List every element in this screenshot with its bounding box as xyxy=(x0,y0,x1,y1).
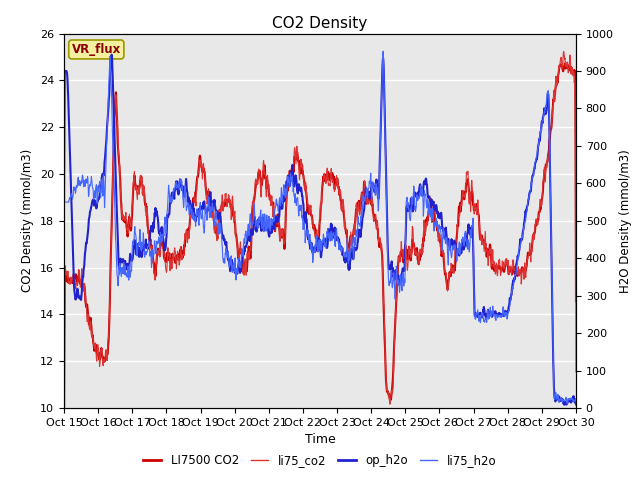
li75_h2o xyxy=(563,401,571,407)
op_h2o xyxy=(60,203,68,209)
Line: li75_co2: li75_co2 xyxy=(64,51,576,470)
li75_h2o xyxy=(511,273,519,278)
li75_h2o xyxy=(380,48,387,54)
LI7500 CO2 xyxy=(174,252,182,258)
op_h2o xyxy=(232,269,239,275)
op_h2o xyxy=(561,402,568,408)
op_h2o xyxy=(399,268,407,274)
op_h2o xyxy=(467,232,474,238)
li75_h2o xyxy=(161,220,169,226)
LI7500 CO2 xyxy=(561,60,569,66)
Legend: LI7500 CO2, li75_co2, op_h2o, li75_h2o: LI7500 CO2, li75_co2, op_h2o, li75_h2o xyxy=(139,449,501,472)
Line: op_h2o: op_h2o xyxy=(64,55,576,405)
LI7500 CO2 xyxy=(572,299,580,304)
Text: VR_flux: VR_flux xyxy=(72,43,121,56)
Title: CO2 Density: CO2 Density xyxy=(273,16,367,31)
li75_co2 xyxy=(174,253,182,259)
Line: LI7500 CO2: LI7500 CO2 xyxy=(64,63,576,421)
op_h2o xyxy=(511,269,519,275)
li75_co2 xyxy=(399,255,407,261)
Y-axis label: H2O Density (mmol/m3): H2O Density (mmol/m3) xyxy=(620,149,632,293)
Y-axis label: CO2 Density (mmol/m3): CO2 Density (mmol/m3) xyxy=(22,149,35,292)
li75_co2 xyxy=(466,194,474,200)
LI7500 CO2 xyxy=(60,419,68,424)
LI7500 CO2 xyxy=(399,257,407,263)
op_h2o xyxy=(162,243,170,249)
li75_h2o xyxy=(467,227,474,233)
li75_co2 xyxy=(231,215,239,220)
li75_h2o xyxy=(60,268,68,274)
li75_co2 xyxy=(572,369,580,375)
op_h2o xyxy=(108,52,115,58)
op_h2o xyxy=(174,191,182,197)
Line: li75_h2o: li75_h2o xyxy=(64,51,576,404)
LI7500 CO2 xyxy=(231,221,239,227)
li75_co2 xyxy=(560,48,568,54)
li75_h2o xyxy=(231,255,239,261)
li75_co2 xyxy=(511,266,519,272)
LI7500 CO2 xyxy=(511,270,519,276)
LI7500 CO2 xyxy=(161,257,169,263)
li75_h2o xyxy=(572,399,580,405)
LI7500 CO2 xyxy=(466,195,474,201)
li75_co2 xyxy=(161,261,169,267)
li75_co2 xyxy=(60,468,68,473)
li75_h2o xyxy=(399,278,407,284)
op_h2o xyxy=(572,401,580,407)
li75_h2o xyxy=(174,182,182,188)
X-axis label: Time: Time xyxy=(305,433,335,446)
